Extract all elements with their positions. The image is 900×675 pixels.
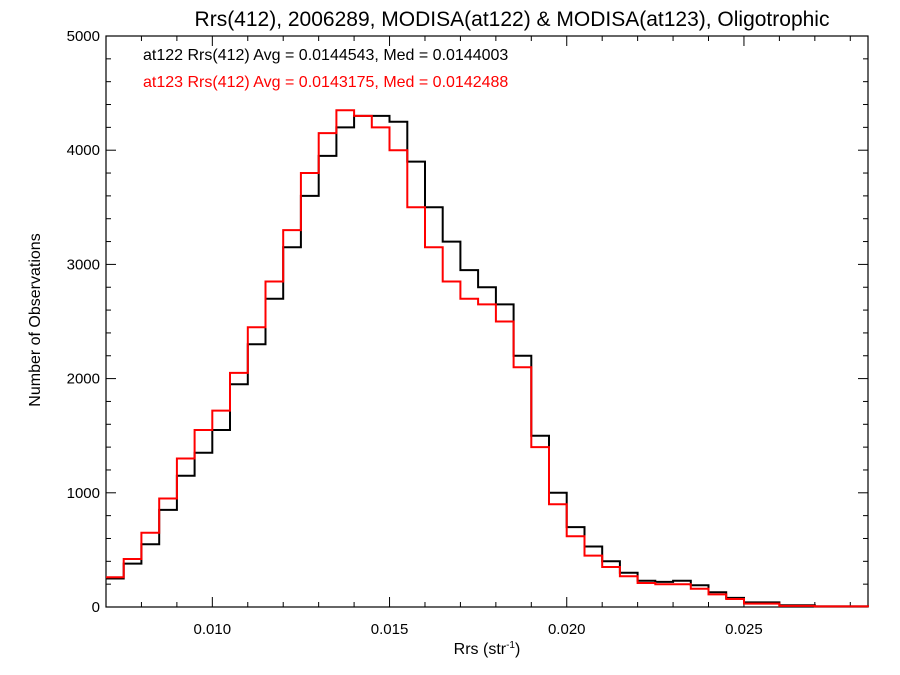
plot-frame	[105, 35, 869, 608]
x-axis-label-main: Rrs (str	[454, 641, 507, 658]
x-tick-label: 0.015	[371, 621, 409, 638]
x-tick-label: 0.020	[548, 621, 586, 638]
x-axis-label-superscript: -1	[506, 640, 515, 651]
chart-title: Rrs(412), 2006289, MODISA(at122) & MODIS…	[195, 8, 830, 31]
stat-annotation: at122 Rrs(412) Avg = 0.0144543, Med = 0.…	[143, 47, 508, 64]
y-tick-label: 2000	[67, 371, 100, 388]
stats-annotations: at122 Rrs(412) Avg = 0.0144543, Med = 0.…	[143, 47, 508, 91]
series-line-at122	[106, 114, 869, 608]
x-axis-label: Rrs (str-1)	[454, 640, 521, 658]
x-axis-label-close: )	[515, 641, 520, 658]
y-tick-label: 1000	[67, 485, 100, 502]
y-axis-label: Number of Observations	[27, 233, 44, 406]
y-tick-label: 3000	[67, 256, 100, 273]
stat-annotation: at123 Rrs(412) Avg = 0.0143175, Med = 0.…	[143, 74, 508, 91]
y-tick-label: 0	[92, 599, 100, 616]
x-axis-ticks: 0.010 0.015 0.020 0.025	[105, 36, 851, 638]
series-line-at123	[106, 109, 869, 608]
y-tick-label: 5000	[67, 28, 100, 45]
y-axis-ticks: 0 1000 2000 3000 4000 5000	[67, 28, 868, 616]
series-layer	[106, 109, 869, 608]
x-tick-label: 0.010	[194, 621, 232, 638]
y-tick-label: 4000	[67, 142, 100, 159]
x-tick-label: 0.025	[725, 621, 763, 638]
